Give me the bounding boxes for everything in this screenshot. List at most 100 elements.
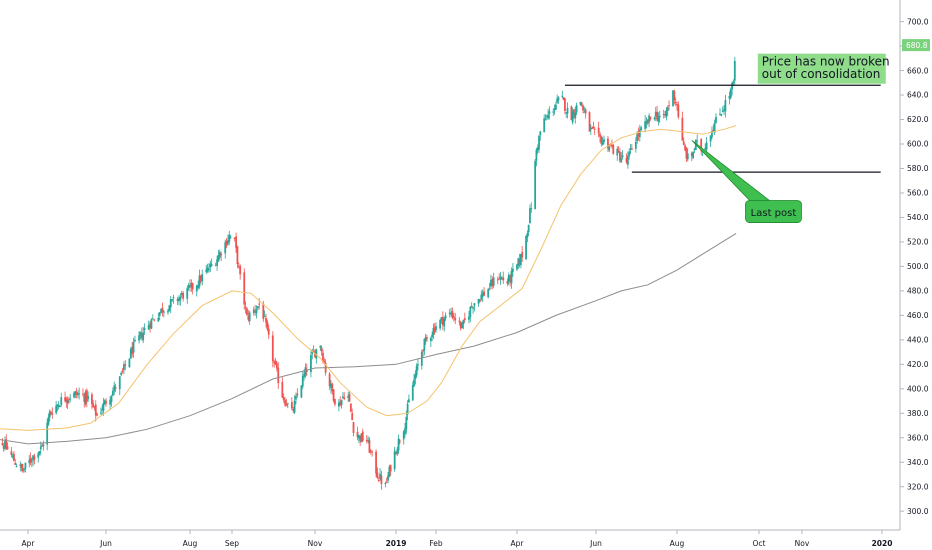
time-tick-label: Aug xyxy=(670,539,685,548)
candle-up xyxy=(48,411,51,418)
candle-down xyxy=(682,141,685,145)
time-axis[interactable]: Apr Jun Aug Sep Nov 2019 Feb Apr Jun Aug Oct Nov 202… xyxy=(22,530,893,548)
candle-up xyxy=(415,366,418,376)
candle-up xyxy=(393,450,396,470)
candle-up xyxy=(197,285,200,289)
candle-down xyxy=(668,105,670,107)
candle-up xyxy=(303,373,306,378)
candle-down xyxy=(375,451,377,474)
candle-down xyxy=(426,337,428,339)
candle-down xyxy=(365,440,368,442)
candle-up xyxy=(571,111,574,123)
candle-up xyxy=(648,115,651,123)
candle-down xyxy=(584,109,587,114)
candle-down xyxy=(236,246,239,265)
candle-up xyxy=(557,97,560,101)
candle-up xyxy=(645,121,648,124)
candle-up xyxy=(113,385,116,392)
candle-up xyxy=(293,400,296,413)
candle-up xyxy=(432,327,435,335)
candle-up xyxy=(340,399,343,406)
time-tick-label: Nov xyxy=(308,539,323,548)
candle-up xyxy=(473,303,476,306)
candle-down xyxy=(191,283,194,290)
candle-up xyxy=(15,466,18,468)
candle-up xyxy=(256,306,259,309)
candle-up xyxy=(720,114,723,116)
candle-up xyxy=(315,349,318,359)
candle-up xyxy=(330,383,332,388)
candle-down xyxy=(588,112,591,132)
candle-down xyxy=(361,431,364,441)
candle-up xyxy=(210,264,213,266)
candle-up xyxy=(704,147,707,150)
candle-up xyxy=(629,148,632,150)
candle-up xyxy=(143,328,146,331)
candle-up xyxy=(472,307,474,309)
candle-up xyxy=(440,317,443,321)
candle-up xyxy=(539,131,542,136)
candle-up xyxy=(626,155,629,165)
candle-up xyxy=(608,146,611,151)
time-tick-label: Feb xyxy=(429,539,443,548)
candle-up xyxy=(397,438,400,451)
candle-up xyxy=(319,345,322,348)
time-tick-label: 2020 xyxy=(872,539,893,548)
candle-down xyxy=(395,452,397,455)
candle-down xyxy=(377,480,380,482)
candle-down xyxy=(684,145,686,150)
last-post-callout[interactable] xyxy=(745,200,802,223)
time-tick-label: Sep xyxy=(225,539,239,548)
candle-down xyxy=(591,127,594,129)
candle-down xyxy=(296,393,299,396)
candle-up xyxy=(402,431,405,440)
candle-up xyxy=(500,278,503,280)
candle-up xyxy=(206,267,209,272)
candle-up xyxy=(78,393,81,395)
candle-down xyxy=(328,373,331,387)
price-tick-label: 580.0 xyxy=(907,164,929,173)
candle-down xyxy=(262,303,265,319)
price-axis[interactable]: 300.0 320.0 340.0 360.0 380.0 400.0 420.0 440.0… xyxy=(900,17,929,516)
candle-up xyxy=(217,255,220,262)
price-tick-label: 400.0 xyxy=(907,385,929,394)
candle-up xyxy=(110,396,113,402)
candle-up xyxy=(444,315,447,319)
candle-up xyxy=(435,326,437,331)
last-price-label: 680.8 xyxy=(906,41,928,50)
candle-down xyxy=(334,398,336,405)
candle-down xyxy=(121,370,124,372)
candle-up xyxy=(547,114,549,119)
candle-up xyxy=(556,98,559,103)
candle-up xyxy=(134,339,136,342)
candle-down xyxy=(463,318,466,320)
candle-up xyxy=(367,439,370,442)
breakout-callout-box[interactable] xyxy=(757,53,886,84)
candle-up xyxy=(709,135,712,142)
price-tick-label: 300.0 xyxy=(907,507,929,516)
candle-up xyxy=(186,288,189,299)
price-tick-label: 320.0 xyxy=(907,482,929,491)
candle-up xyxy=(310,354,312,373)
candle-down xyxy=(237,265,240,267)
candles-group xyxy=(1,56,736,490)
candle-down xyxy=(105,400,107,404)
candle-up xyxy=(46,422,49,445)
candle-down xyxy=(611,145,613,147)
candle-down xyxy=(33,456,36,460)
candle-up xyxy=(357,434,360,439)
price-tick-label: 380.0 xyxy=(907,409,929,418)
candle-down xyxy=(564,98,566,111)
candle-up xyxy=(171,299,173,301)
candle-up xyxy=(566,107,569,114)
candle-up xyxy=(138,335,140,341)
candle-up xyxy=(101,409,104,411)
candle-up xyxy=(420,351,423,366)
candle-down xyxy=(339,401,342,406)
candle-down xyxy=(625,157,628,163)
candle-down xyxy=(612,144,615,154)
price-tick-label: 660.0 xyxy=(907,66,929,75)
candle-down xyxy=(233,238,236,240)
candle-down xyxy=(51,413,54,415)
